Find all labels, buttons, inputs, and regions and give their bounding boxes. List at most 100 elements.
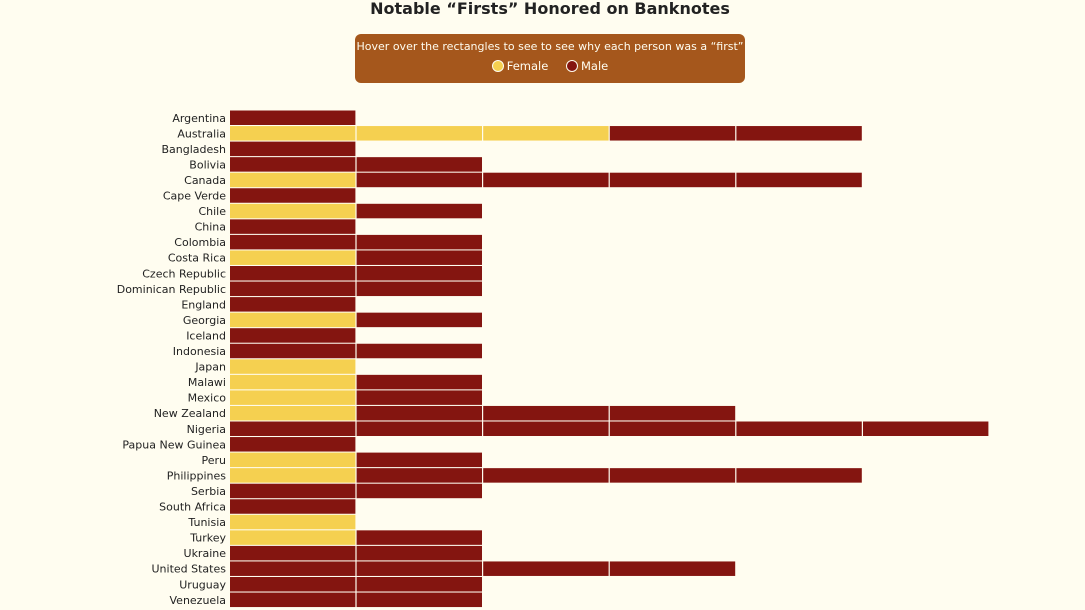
country-label: Mexico	[188, 392, 227, 405]
country-label: Indonesia	[173, 345, 226, 358]
bar-segment-male[interactable]	[356, 405, 482, 421]
legend-swatch-male	[566, 60, 578, 72]
bar-segment-male[interactable]	[356, 203, 482, 219]
bar-segment-female[interactable]	[230, 250, 356, 265]
country-label: Chile	[198, 205, 226, 218]
bar-segment-male[interactable]	[230, 110, 356, 126]
bar-segment-female[interactable]	[230, 359, 356, 374]
bar-segment-male[interactable]	[736, 421, 862, 437]
bar-segment-male[interactable]	[230, 157, 356, 172]
country-label: Georgia	[183, 314, 226, 327]
legend-label-male: Male	[581, 59, 609, 73]
country-label: Costa Rica	[168, 252, 226, 265]
bar-segment-male[interactable]	[230, 297, 356, 312]
bar-segment-male[interactable]	[356, 577, 482, 592]
bar-segment-female[interactable]	[230, 126, 356, 141]
bar-segment-male[interactable]	[483, 421, 609, 437]
bar-segment-male[interactable]	[356, 234, 482, 250]
bar-segment-male[interactable]	[230, 577, 356, 592]
bar-segment-male[interactable]	[609, 468, 736, 483]
country-label: Cape Verde	[163, 190, 226, 203]
bar-segment-male[interactable]	[356, 250, 482, 265]
bar-segment-male[interactable]	[230, 343, 356, 359]
bar-segment-male[interactable]	[356, 530, 482, 545]
bar-segment-female[interactable]	[230, 514, 356, 530]
bar-segment-male[interactable]	[609, 561, 736, 576]
legend-item-male: Male	[566, 59, 608, 73]
bar-segment-male[interactable]	[356, 281, 482, 297]
legend: Hover over the rectangles to see to see …	[355, 34, 745, 83]
legend-label-female: Female	[506, 59, 549, 73]
bar-segment-male[interactable]	[230, 281, 356, 297]
bar-segment-male[interactable]	[230, 561, 356, 576]
bar-segment-male[interactable]	[230, 437, 356, 452]
bar-segment-male[interactable]	[356, 343, 482, 359]
bar-segment-male[interactable]	[609, 421, 736, 437]
country-label: Philippines	[167, 469, 227, 482]
bar-segment-male[interactable]	[356, 452, 482, 468]
bar-segment-male[interactable]	[356, 468, 482, 483]
bar-segment-male[interactable]	[356, 157, 482, 172]
bar-segment-male[interactable]	[230, 234, 356, 250]
bar-segment-male[interactable]	[863, 421, 989, 437]
bar-segment-male[interactable]	[609, 405, 736, 421]
bar-segment-male[interactable]	[356, 561, 482, 576]
bar-segment-male[interactable]	[356, 483, 482, 499]
country-label: Nigeria	[187, 423, 226, 436]
bar-segment-male[interactable]	[230, 483, 356, 499]
bar-segment-female[interactable]	[230, 530, 356, 545]
country-label: England	[181, 298, 226, 311]
bar-segment-male[interactable]	[230, 141, 356, 157]
bar-segment-female[interactable]	[230, 172, 356, 188]
bar-segment-male[interactable]	[483, 172, 609, 188]
bar-segment-male[interactable]	[609, 172, 736, 188]
bar-segment-male[interactable]	[230, 499, 356, 514]
country-label: China	[195, 221, 226, 234]
bar-segment-male[interactable]	[230, 328, 356, 343]
country-label: Tunisia	[187, 516, 226, 529]
bar-segment-male[interactable]	[356, 172, 482, 188]
bar-segment-male[interactable]	[230, 592, 356, 608]
bar-segment-female[interactable]	[230, 312, 356, 328]
bar-segment-male[interactable]	[356, 545, 482, 561]
country-label: Turkey	[189, 532, 226, 545]
bar-segment-male[interactable]	[230, 545, 356, 561]
bar-segment-male[interactable]	[230, 219, 356, 234]
legend-items: Female Male	[355, 59, 745, 73]
chart-title: Notable “Firsts” Honored on Banknotes	[370, 0, 730, 18]
country-label: Papua New Guinea	[122, 438, 226, 451]
bar-segment-female[interactable]	[230, 468, 356, 483]
country-label: Malawi	[188, 376, 226, 389]
bar-segment-male[interactable]	[609, 126, 736, 141]
bar-segment-male[interactable]	[736, 126, 862, 141]
bar-segment-female[interactable]	[230, 390, 356, 405]
bar-segment-male[interactable]	[736, 172, 862, 188]
country-label: Colombia	[174, 236, 226, 249]
bar-segment-female[interactable]	[356, 126, 482, 141]
bar-segment-female[interactable]	[483, 126, 609, 141]
bar-segment-female[interactable]	[230, 203, 356, 219]
bar-segment-male[interactable]	[230, 421, 356, 437]
bar-segment-female[interactable]	[230, 374, 356, 390]
bar-segment-female[interactable]	[230, 452, 356, 468]
bar-segment-male[interactable]	[356, 421, 482, 437]
bar-segment-male[interactable]	[356, 312, 482, 328]
bar-segment-male[interactable]	[230, 188, 356, 203]
bar-segment-male[interactable]	[230, 266, 356, 281]
country-label: New Zealand	[154, 407, 226, 420]
country-label: South Africa	[159, 501, 226, 514]
bar-segment-male[interactable]	[483, 405, 609, 421]
bar-segment-male[interactable]	[356, 374, 482, 390]
country-label: United States	[152, 563, 227, 576]
bar-segment-male[interactable]	[356, 592, 482, 608]
bar-segment-male[interactable]	[736, 468, 862, 483]
bar-segment-male[interactable]	[483, 468, 609, 483]
bar-segment-female[interactable]	[230, 405, 356, 421]
bar-segment-male[interactable]	[356, 390, 482, 405]
country-label: Venezuela	[170, 594, 227, 607]
country-label: Japan	[194, 361, 226, 374]
bar-segment-male[interactable]	[356, 266, 482, 281]
country-label: Bangladesh	[162, 143, 227, 156]
bar-segment-male[interactable]	[483, 561, 609, 576]
